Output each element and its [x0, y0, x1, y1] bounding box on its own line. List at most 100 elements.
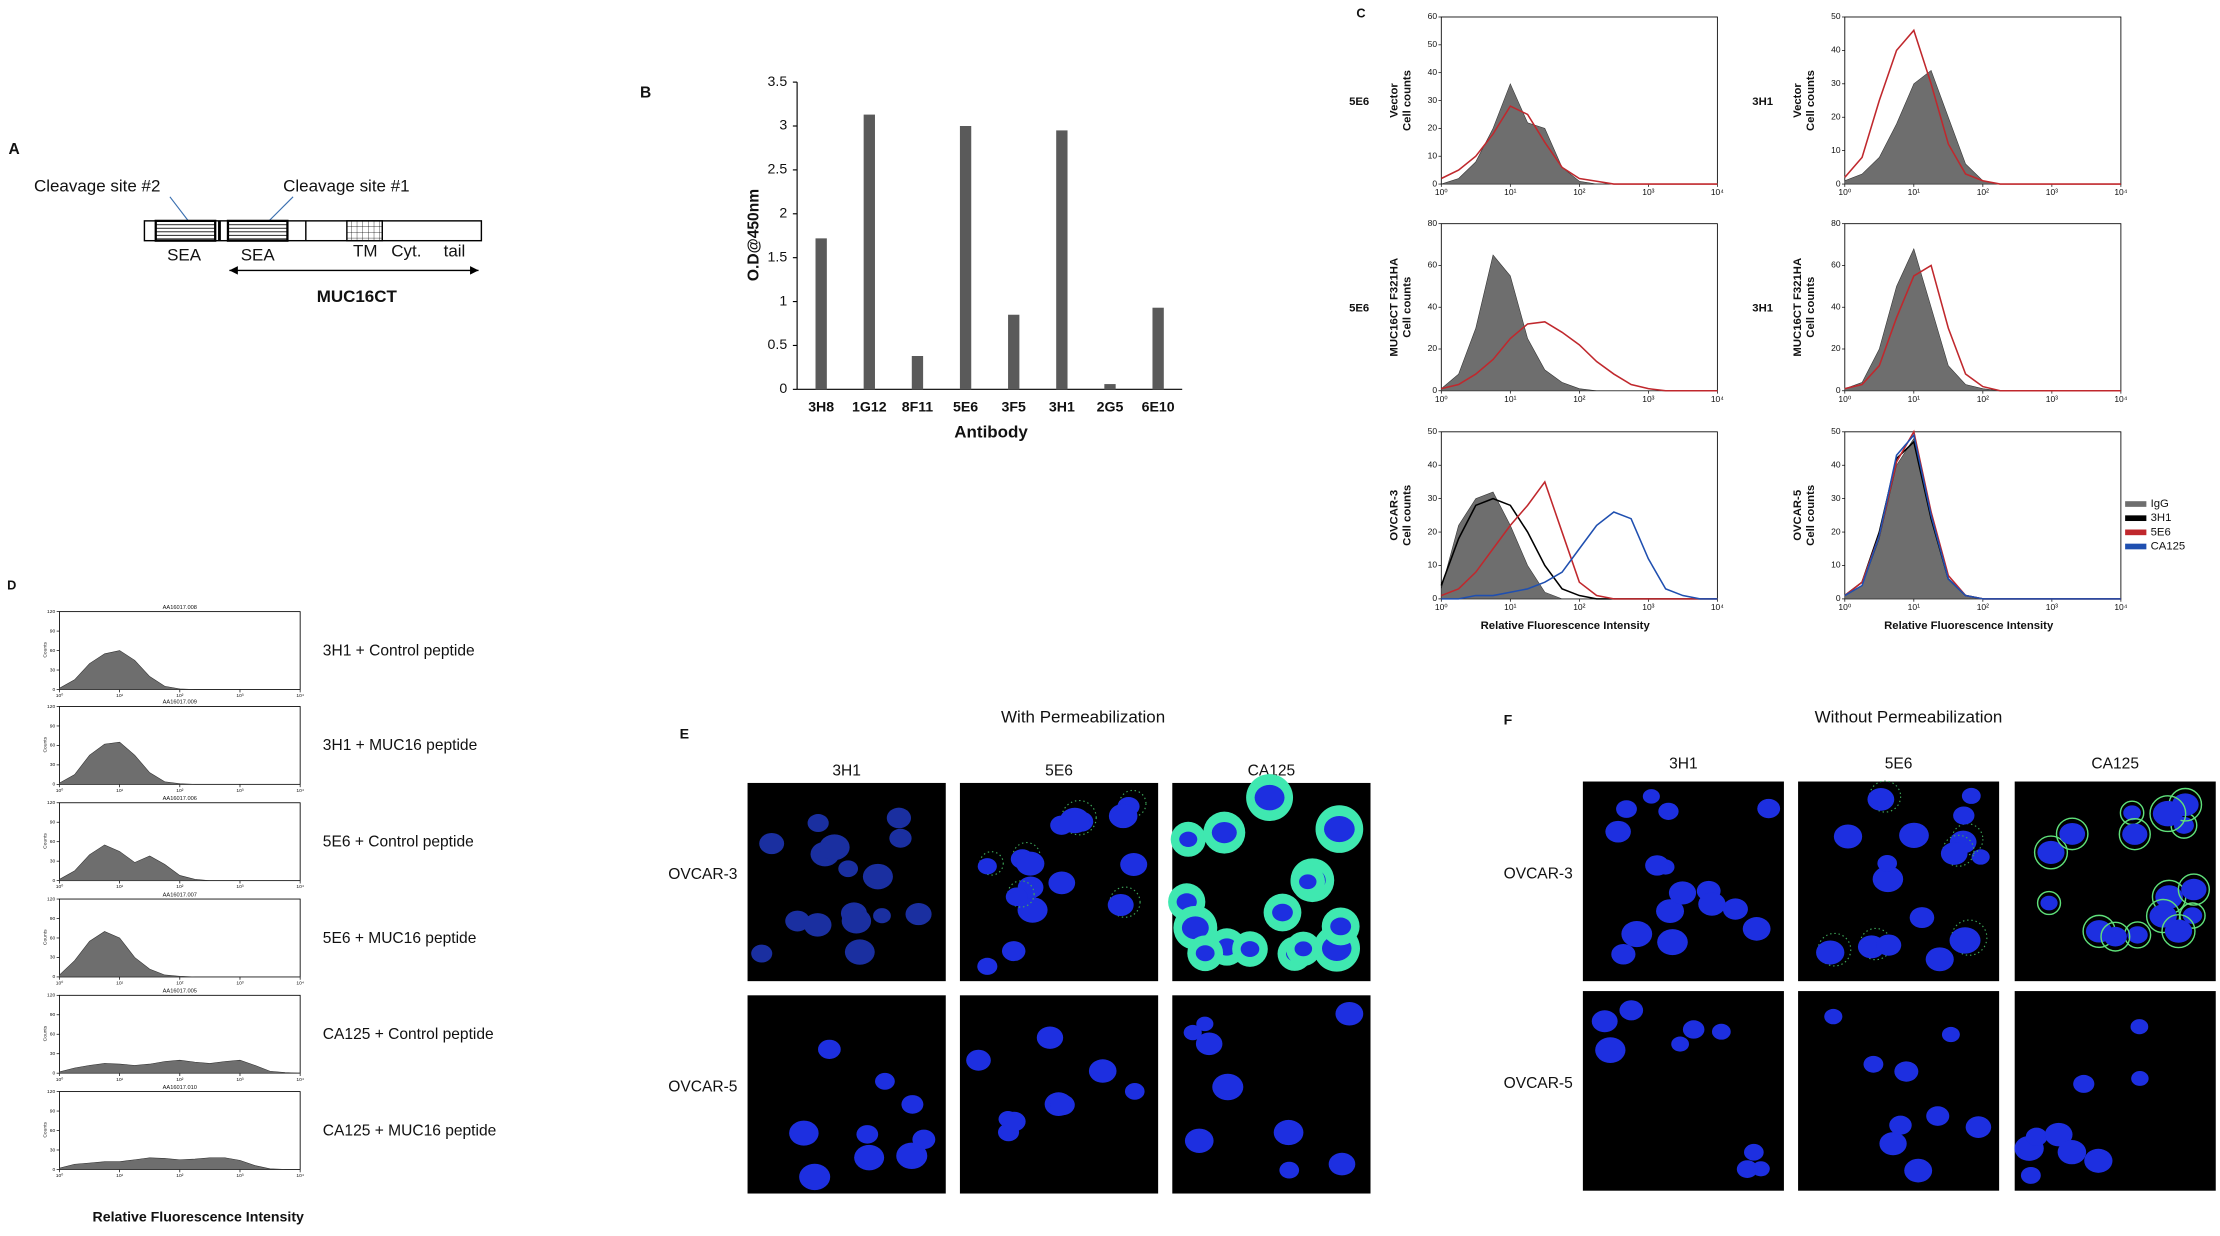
y-tick-label: 40	[1831, 301, 1841, 311]
x-tick-label: 10⁴	[2114, 187, 2127, 197]
nucleus	[886, 807, 912, 829]
nucleus	[1002, 1111, 1026, 1132]
nucleus	[1824, 1008, 1843, 1025]
speckle	[1951, 919, 1988, 956]
y-axis-label: Cell counts	[1805, 70, 1817, 131]
x-tick-label: 10³	[236, 981, 243, 987]
y-tick-label: 120	[47, 896, 55, 902]
x-tick-label: 10¹	[1908, 187, 1920, 197]
panel-a: A Cleavage site #2 Cleavage site #1 SEA …	[9, 141, 483, 306]
nucleus	[1894, 1061, 1919, 1082]
nucleus	[1657, 929, 1688, 956]
nucleus	[1183, 1024, 1202, 1041]
y-tick-label: 60	[1831, 260, 1841, 270]
nucleus	[1279, 1161, 1300, 1179]
nucleus	[1124, 1083, 1145, 1100]
x-tick-label: 10³	[1642, 394, 1654, 404]
nucleus	[2103, 926, 2127, 947]
y-axis-label: Counts	[43, 1025, 49, 1041]
panel-title: With Permeabilization	[1001, 707, 1165, 726]
membrane-stain	[2100, 921, 2131, 952]
nucleus	[2182, 907, 2203, 924]
y-tick-label: 60	[50, 839, 56, 845]
nucleus	[977, 957, 998, 975]
y-axis-label: Counts	[43, 929, 49, 945]
y-tick-label: 40	[1831, 45, 1841, 55]
row-label: OVCAR-5	[1504, 1075, 1573, 1092]
nucleus	[2040, 895, 2058, 911]
nucleus	[856, 1125, 879, 1144]
x-tick-label: 10¹	[116, 693, 123, 699]
histogram-area	[59, 1059, 301, 1074]
image-background	[1798, 991, 2000, 1191]
legend-swatch	[2125, 501, 2147, 507]
panel-title: Without Permeabilization	[1815, 707, 2003, 726]
nucleus	[2131, 1071, 2149, 1086]
nucleus	[1863, 1055, 1884, 1073]
nucleus	[1949, 927, 1981, 954]
nucleus	[1605, 820, 1631, 843]
nucleus	[1335, 1001, 1364, 1026]
nucleus	[2181, 878, 2207, 901]
y-tick-label: 90	[50, 916, 56, 922]
sample-label: Vector	[1389, 83, 1401, 118]
column-label: CA125	[1248, 763, 1296, 780]
nucleus	[1195, 945, 1215, 962]
pointer	[268, 196, 294, 222]
y-tick-label: 3	[779, 117, 787, 133]
y-tick-label: 1.5	[768, 248, 788, 264]
histogram-line	[1441, 321, 1718, 392]
x-tick-label: 10³	[1642, 602, 1654, 612]
y-axis-label: O.D@450nm	[746, 189, 763, 281]
y-tick-label: 80	[1831, 218, 1841, 228]
histogram-area	[59, 931, 301, 978]
panel-label: B	[640, 85, 651, 102]
cleavage-label: Cleavage site #2	[34, 176, 160, 195]
column-label: 5E6	[1885, 756, 1913, 773]
nucleus	[841, 908, 872, 934]
nucleus	[966, 1049, 991, 1071]
column-label: 5E6	[1045, 763, 1073, 780]
x-tick-label: 10⁰	[1435, 187, 1448, 197]
x-tick-label: 10⁰	[56, 693, 63, 699]
membrane-stain	[2033, 835, 2069, 870]
x-tick-label: 10³	[2046, 602, 2058, 612]
nucleus	[1254, 784, 1285, 811]
nucleus	[2123, 805, 2141, 821]
y-tick-label: 20	[1428, 526, 1438, 536]
nucleus	[1016, 851, 1045, 876]
bar	[863, 114, 875, 390]
x-tick-label: 10⁰	[56, 788, 63, 794]
x-tick-label: 10³	[2046, 187, 2058, 197]
y-tick-label: 2.5	[768, 161, 788, 177]
y-tick-label: 90	[50, 1108, 56, 1114]
x-tick-label: 10³	[236, 884, 243, 890]
y-tick-label: 60	[50, 648, 56, 654]
nucleus	[1120, 853, 1148, 876]
x-tick-label: 3H1	[1049, 398, 1075, 414]
nucleus	[1048, 871, 1076, 895]
x-tick-label: 10²	[1573, 187, 1585, 197]
bar	[815, 238, 827, 390]
x-tick-label: 10⁴	[296, 1173, 304, 1179]
y-tick-label: 50	[1428, 426, 1438, 436]
nucleus	[1619, 1000, 1644, 1021]
bar	[1008, 314, 1020, 390]
legend-label: CA125	[2151, 540, 2186, 552]
nucleus	[1324, 816, 1355, 843]
nucleus	[2057, 1140, 2087, 1165]
plot-title: AA16017.006	[163, 796, 197, 802]
cleavage-label: Cleavage site #1	[283, 176, 409, 195]
nucleus	[1899, 822, 1929, 848]
x-tick-label: 10³	[236, 1077, 243, 1083]
construct-label: MUC16CT	[317, 287, 398, 306]
plot-title: AA16017.007	[163, 892, 197, 898]
sea-domain	[226, 219, 289, 242]
nucleus	[889, 828, 912, 848]
x-axis-label: Relative Fluorescence Intensity	[1481, 620, 1651, 632]
y-tick-label: 0	[52, 782, 55, 788]
nucleus	[2084, 1148, 2113, 1173]
x-tick-label: 10⁴	[1711, 394, 1724, 404]
nucleus	[1017, 897, 1048, 923]
y-tick-label: 40	[1428, 459, 1438, 469]
